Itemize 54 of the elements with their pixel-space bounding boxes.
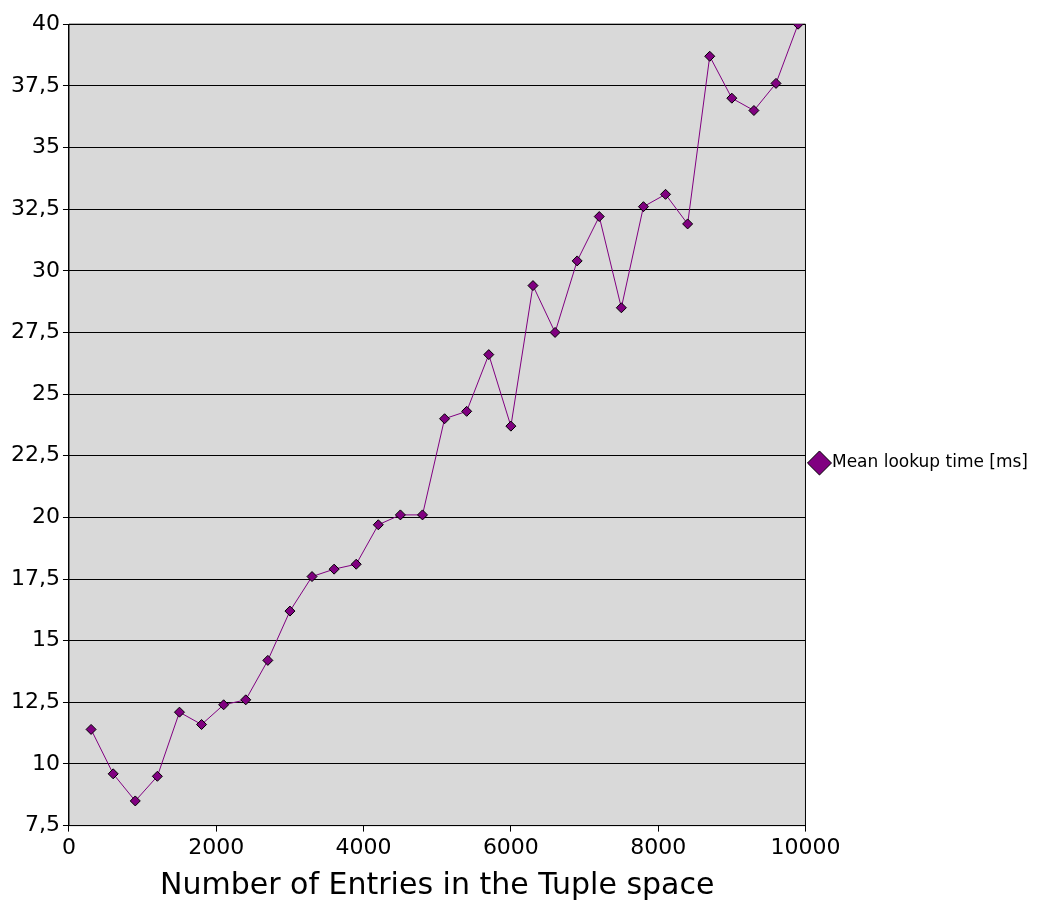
point	[748, 105, 760, 117]
y-tick-label: 40	[31, 9, 60, 35]
y-tick-label: 20	[31, 503, 60, 529]
y-tick-label: 32,5	[11, 194, 60, 220]
point	[483, 349, 495, 361]
point	[549, 326, 561, 338]
y-tick-label: 10	[31, 749, 60, 775]
point	[637, 201, 649, 213]
point	[770, 77, 782, 89]
point	[726, 92, 738, 104]
y-tick-label: 17,5	[11, 564, 60, 590]
point	[527, 280, 539, 292]
y-tick-label: 30	[31, 256, 60, 282]
y-tick-label: 12,5	[11, 688, 60, 714]
point	[129, 795, 141, 807]
point	[306, 571, 318, 583]
point	[284, 605, 296, 617]
x-tick-label: 8000	[630, 833, 687, 859]
y-tick-label: 27,5	[11, 318, 60, 344]
point	[439, 413, 451, 425]
point	[682, 218, 694, 230]
x-tick-label: 2000	[188, 833, 245, 859]
point	[372, 519, 384, 531]
point	[505, 420, 517, 432]
point	[394, 509, 406, 521]
point	[262, 654, 274, 666]
point	[328, 563, 340, 575]
point	[107, 768, 119, 780]
y-tick-label: 7,5	[24, 811, 60, 837]
point	[615, 302, 627, 314]
x-tick-label: 4000	[335, 833, 392, 859]
point	[660, 188, 672, 200]
point	[85, 723, 97, 735]
legend-label: Mean lookup time [ms]	[831, 451, 1028, 472]
point	[151, 770, 163, 782]
y-tick-label: 35	[31, 133, 60, 159]
point	[704, 50, 716, 62]
y-tick-label: 15	[31, 626, 60, 652]
x-axis-title: Number of Entries in the Tuple space	[160, 865, 715, 901]
x-tick-label: 0	[61, 833, 76, 859]
point	[196, 719, 208, 730]
y-tick-label: 37,5	[11, 71, 60, 97]
x-tick-label: 10000	[770, 833, 841, 859]
y-tick-label: 25	[31, 379, 60, 405]
point	[461, 405, 473, 417]
point	[571, 255, 583, 267]
point	[173, 706, 185, 718]
point	[417, 509, 428, 521]
point	[593, 211, 605, 223]
point	[240, 694, 252, 706]
x-tick-label: 6000	[482, 833, 539, 859]
point	[218, 699, 230, 711]
point	[350, 558, 362, 570]
y-tick-label: 22,5	[11, 441, 60, 467]
